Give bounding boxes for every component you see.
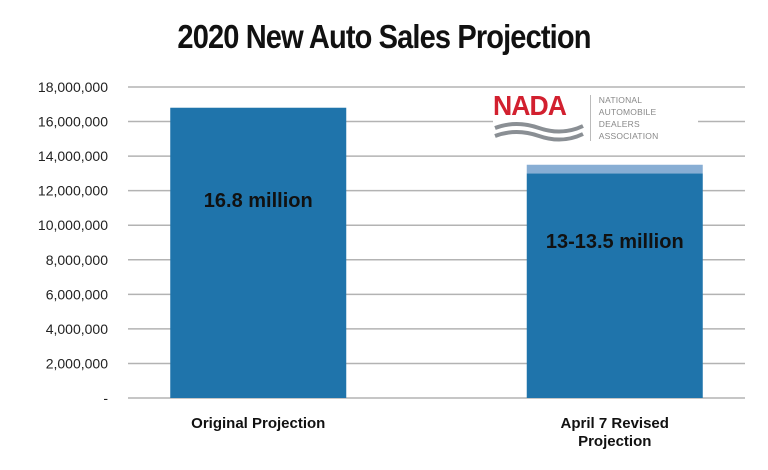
- bar: [526, 173, 703, 398]
- y-tick-label: -: [103, 390, 108, 406]
- y-tick-label: 12,000,000: [38, 183, 108, 199]
- chart-title: 2020 New Auto Sales Projection: [177, 18, 591, 55]
- bar: [526, 164, 703, 174]
- y-tick-label: 2,000,000: [46, 355, 108, 371]
- y-tick-label: 16,000,000: [38, 114, 108, 130]
- x-tick-label: Projection: [578, 433, 651, 450]
- x-tick-label: April 7 Revised: [561, 415, 669, 432]
- logo-line-1: NATIONAL AUTOMOBILE: [598, 95, 657, 117]
- data-label: 16.8 million: [204, 190, 313, 212]
- logo-divider: [589, 95, 591, 141]
- data-label: 13-13.5 million: [546, 231, 684, 253]
- y-tick-label: 10,000,000: [38, 217, 108, 233]
- wave-icon: [494, 122, 584, 142]
- y-tick-label: 8,000,000: [46, 252, 108, 268]
- bar: [170, 107, 347, 398]
- y-tick-label: 6,000,000: [46, 286, 108, 302]
- logo-wordmark: NADA: [493, 90, 567, 121]
- x-tick-label: Original Projection: [191, 415, 325, 432]
- nada-logo-mark: NADA: [493, 90, 584, 144]
- logo-full-name: NATIONAL AUTOMOBILE DEALERS ASSOCIATION: [599, 94, 698, 142]
- y-tick-label: 4,000,000: [46, 321, 108, 337]
- nada-logo: NADA NATIONAL AUTOMOBILE DEALERS ASSOCIA…: [493, 90, 698, 146]
- y-tick-label: 14,000,000: [38, 148, 108, 164]
- logo-line-2: DEALERS ASSOCIATION: [598, 119, 659, 141]
- y-tick-label: 18,000,000: [38, 79, 108, 95]
